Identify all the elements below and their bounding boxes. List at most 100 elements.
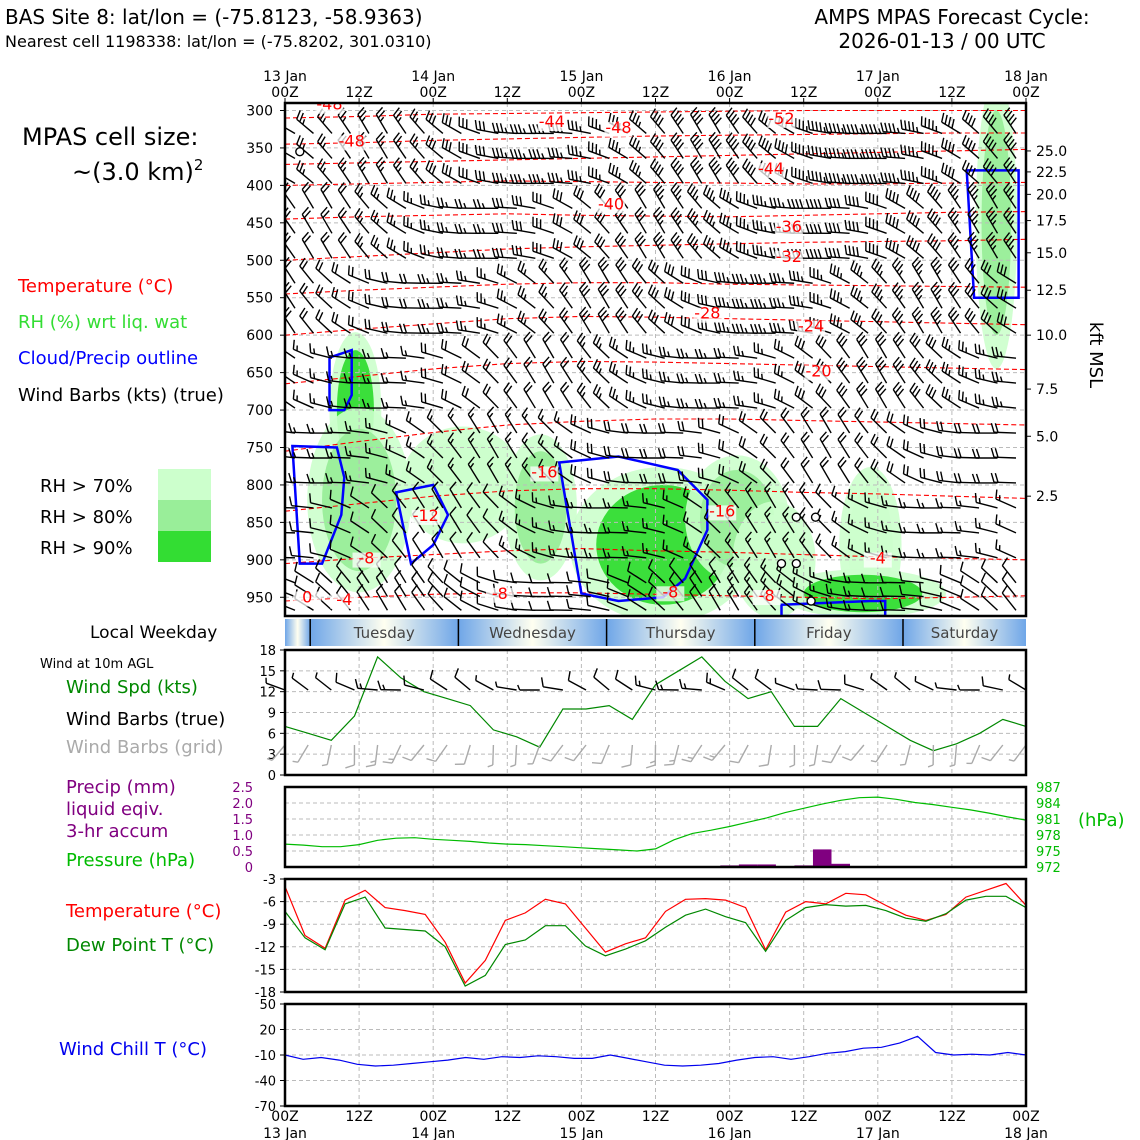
legend-barbs: Wind Barbs (kts) (true) — [18, 385, 224, 406]
barb-half — [898, 270, 903, 276]
barb-flag — [538, 308, 545, 318]
barb-flag — [931, 339, 937, 349]
barb-half — [959, 550, 962, 556]
wind-barb — [608, 162, 629, 184]
wind-barb — [831, 510, 851, 534]
barb-flag — [544, 359, 552, 368]
barb-flag — [776, 298, 781, 308]
barb-flag — [334, 314, 339, 324]
barb-shaft — [466, 489, 481, 509]
barb-flag — [932, 260, 940, 269]
barb-half — [504, 152, 508, 158]
barb-flag — [544, 384, 552, 393]
barb-half — [329, 452, 334, 458]
barb-flag — [555, 190, 559, 200]
barb-flag — [1005, 160, 1013, 169]
surface-wind-barb — [593, 668, 610, 691]
wind-barb — [752, 244, 776, 259]
barb-flag — [573, 235, 578, 245]
barb-flag — [692, 110, 700, 119]
barb-flag — [672, 135, 680, 144]
barb-flag — [361, 373, 367, 384]
barb-flag — [754, 298, 759, 309]
barb-half — [348, 377, 352, 383]
barb-flag — [957, 473, 962, 483]
barb-flag — [940, 471, 944, 482]
barb-half — [607, 552, 611, 558]
barb-half — [729, 197, 732, 204]
barb-flag — [375, 106, 384, 115]
barb-flag — [612, 338, 616, 349]
temperature-contour — [285, 315, 1026, 336]
wind-barb — [476, 267, 499, 284]
barb-flag — [731, 323, 736, 334]
barb-flag — [824, 247, 829, 258]
barb-flag — [343, 373, 348, 383]
barb-flag — [344, 470, 348, 481]
barb-flag — [1005, 110, 1013, 119]
barb-flag — [394, 570, 402, 579]
barb-flag — [713, 397, 718, 408]
barb-flag — [301, 181, 309, 190]
barb-flag — [364, 268, 367, 279]
wind-barb — [306, 423, 332, 434]
barb-flag — [856, 247, 859, 257]
barb-flag — [329, 514, 332, 525]
wind-barb — [996, 262, 1017, 284]
barb-half — [379, 166, 385, 172]
barb-flag — [888, 239, 892, 250]
wind-barb — [750, 298, 776, 309]
barb-shaft — [449, 488, 462, 509]
barb-shaft — [294, 570, 314, 584]
barb-flag — [498, 485, 503, 495]
wind-barb — [916, 498, 943, 509]
barb-half — [896, 127, 900, 134]
bottom-time-tick: 12Z — [938, 1109, 965, 1125]
barb-flag — [985, 111, 992, 121]
wind-barb — [919, 568, 943, 584]
barb-flag — [952, 238, 959, 248]
wind-barb — [1001, 584, 1017, 611]
barb-flag — [749, 117, 756, 127]
barb-half — [449, 413, 454, 420]
wind-barb — [865, 191, 887, 210]
barb-flag — [764, 140, 769, 150]
barb-flag — [961, 134, 967, 145]
barb-half — [280, 343, 281, 348]
barb-flag — [762, 436, 768, 446]
wind-barb — [391, 482, 407, 509]
barb-half — [781, 302, 785, 308]
wind-barb — [902, 464, 924, 484]
barb-half — [598, 343, 602, 349]
barb-flag — [947, 207, 955, 216]
barb-flag — [513, 174, 518, 184]
barb-flag — [839, 410, 847, 419]
barb-flag — [564, 756, 574, 762]
barb-flag — [612, 388, 616, 399]
wind-barb — [824, 222, 850, 235]
barb-flag — [441, 113, 445, 123]
wind10m-ytick-label: 18 — [259, 644, 276, 659]
barb-flag — [959, 561, 964, 572]
wind-barb — [385, 439, 407, 459]
barb-flag — [754, 668, 759, 679]
wind-barb — [689, 570, 703, 597]
wind-barb — [991, 346, 1017, 359]
barb-flag — [853, 287, 858, 298]
barb-shaft — [310, 502, 333, 509]
barb-half — [801, 488, 806, 494]
wind-barb — [947, 256, 962, 284]
barb-flag — [340, 185, 347, 194]
barb-flag — [891, 282, 899, 291]
legend-rh90-swatch — [158, 531, 211, 562]
barb-flag — [579, 240, 585, 250]
temp-label-bg — [604, 121, 633, 137]
barb-flag — [896, 263, 904, 273]
barb-flag — [692, 239, 699, 248]
wind-barb — [1003, 207, 1017, 234]
barb-flag — [970, 167, 976, 178]
barb-half — [370, 760, 376, 763]
wind-barb — [782, 506, 795, 534]
barb-flag — [842, 174, 847, 184]
barb-flag — [645, 369, 648, 379]
